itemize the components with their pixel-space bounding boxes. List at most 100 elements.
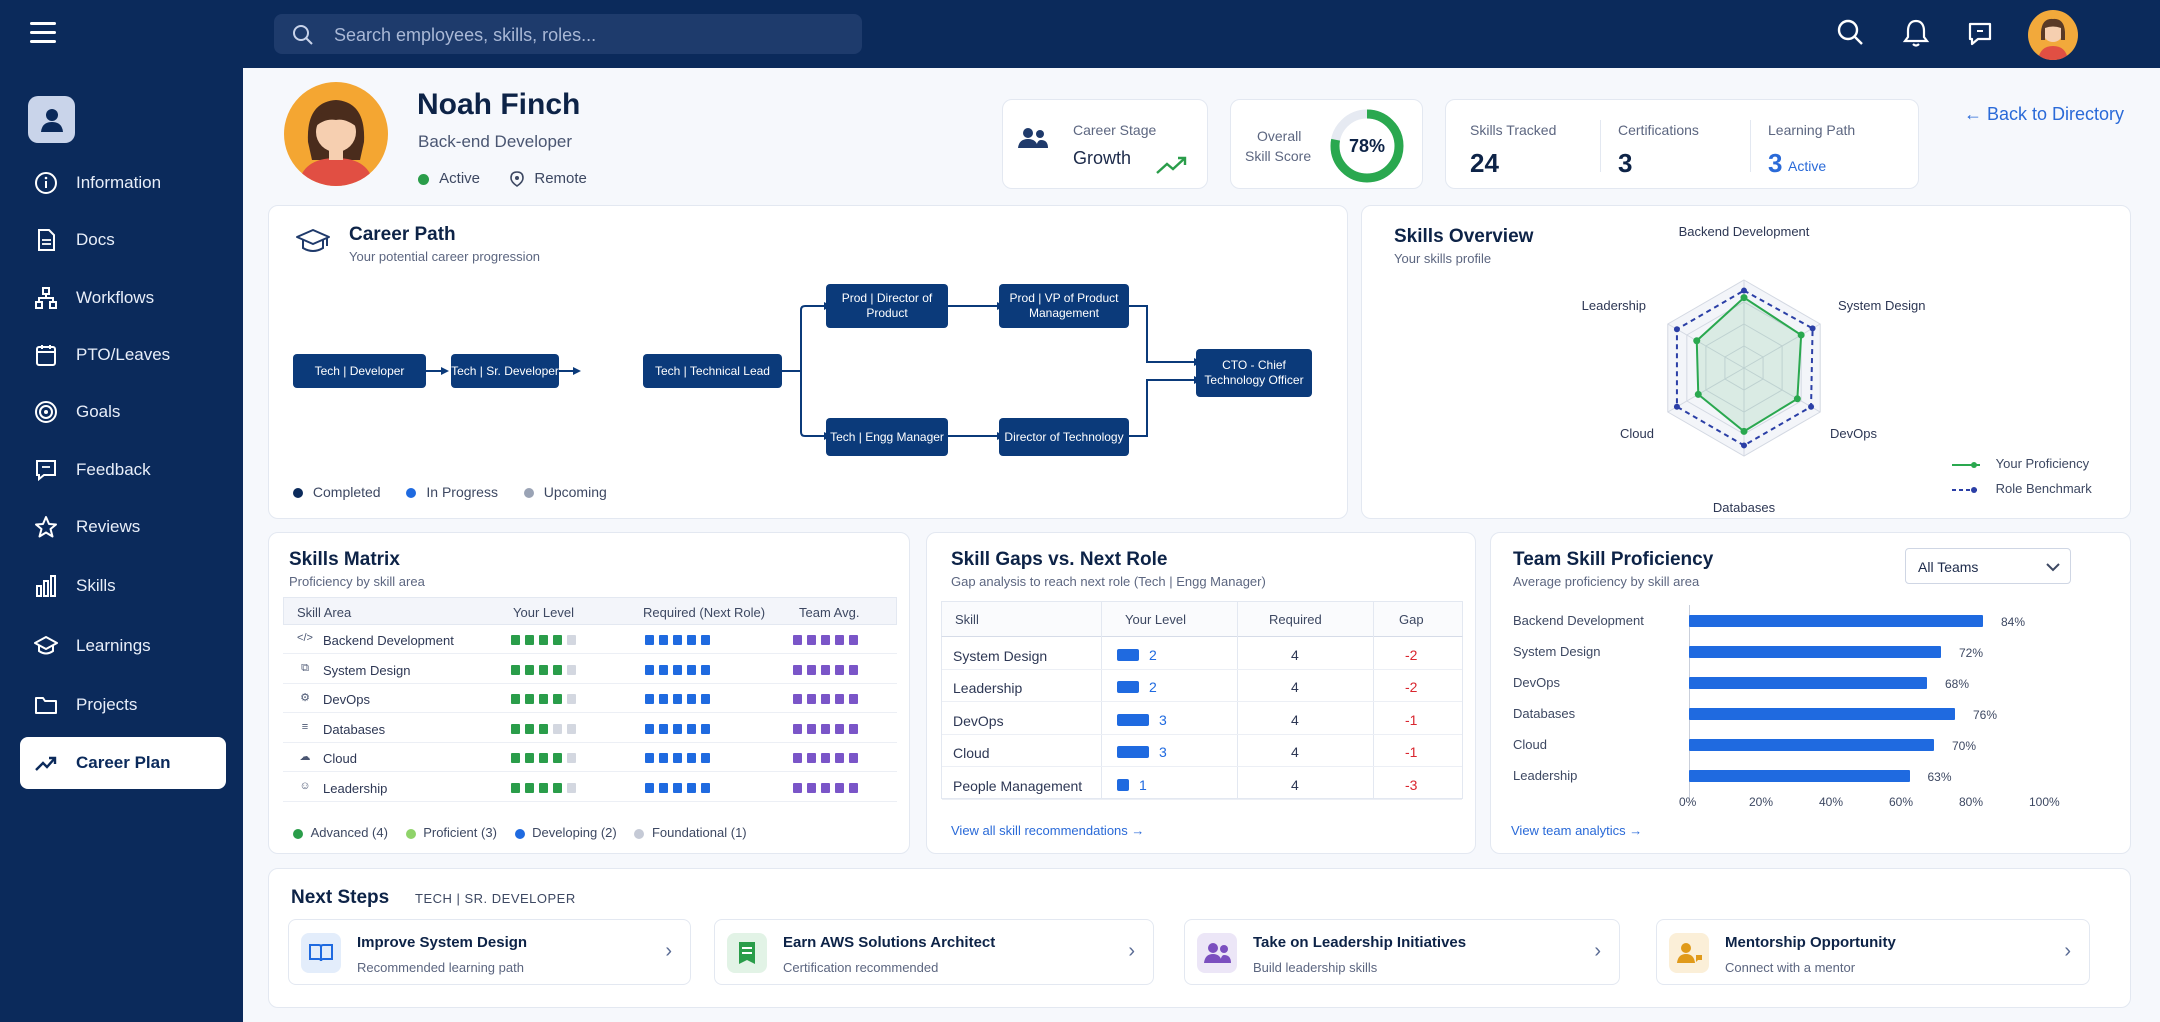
team-filter-select[interactable]: All Teams [1905,548,2071,584]
gap-value: -1 [1405,744,1418,761]
career-stage-label: Career Stage [1073,122,1157,138]
level-square [525,694,534,704]
gap-value: -2 [1405,679,1418,696]
level-square [821,782,830,793]
next-step-mentorship[interactable]: Mentorship Opportunity Connect with a me… [1656,919,2090,985]
certifications-label: Certifications [1618,122,1699,138]
team-proficiency-card: Team Skill Proficiency Average proficien… [1490,532,2131,854]
level-square [645,694,654,704]
radar-point-benchmark [1741,442,1747,449]
certificate-icon [727,933,767,973]
career-stage-card: Career Stage Growth [1002,99,1208,189]
level-square [821,635,830,645]
career-node-developer[interactable]: Tech | Developer [293,354,426,388]
sidebar-item-information[interactable]: Information [20,157,226,209]
next-step-earn-aws[interactable]: Earn AWS Solutions Architect Certificati… [714,919,1154,985]
level-square [849,723,858,734]
level-square [645,753,654,763]
radar-axis-label: Cloud [1620,426,1654,441]
level-square [659,753,668,763]
radar-axis-label: DevOps [1830,426,1877,441]
people-icon: ☺ [299,779,311,792]
bell-icon[interactable] [1902,18,1930,48]
back-to-directory-link[interactable]: ← Back to Directory [1964,104,2125,124]
sidebar-item-feedback[interactable]: Feedback [20,444,226,496]
skill-score-label: Skill Score [1245,148,1312,164]
search-input[interactable]: Search employees, skills, roles... [274,14,862,54]
view-skill-recommendations-link[interactable]: View all skill recommendations → [951,823,1145,838]
message-icon[interactable] [1966,20,1994,48]
level-square [835,723,844,734]
level-square [539,635,548,645]
hamburger-menu-icon[interactable] [30,22,56,46]
level-square [807,753,816,763]
level-square [511,782,520,793]
level-square [687,635,696,645]
level-square [511,664,520,675]
next-step-subtitle: Build leadership skills [1253,960,1378,975]
bar-category-label: Cloud [1513,737,1547,752]
skills-tracked-label: Skills Tracked [1470,122,1557,138]
legend-completed: Completed [312,484,381,500]
career-node-technical-lead[interactable]: Tech | Technical Lead [643,354,782,388]
team-proficiency-subtitle: Average proficiency by skill area [1513,574,1700,589]
proficiency-bar [1689,739,1934,751]
status-text: Active [439,170,481,187]
sidebar-item-skills[interactable]: Skills [20,560,226,612]
table-row [283,773,897,802]
sidebar-item-workflows[interactable]: Workflows [20,272,226,324]
level-square [793,782,802,793]
sidebar-item-reviews[interactable]: Reviews [20,501,226,553]
level-square [673,723,682,734]
level-square [659,782,668,793]
user-profile-icon[interactable] [28,96,75,143]
career-node-cto[interactable]: CTO - Chief Technology Officer [1196,349,1312,397]
legend-advanced: Advanced (4) [310,825,388,840]
career-node-director-product[interactable]: Prod | Director of Product [826,284,948,328]
level-square [553,753,562,763]
view-team-analytics-link[interactable]: View team analytics → [1511,823,1643,838]
level-square [659,635,668,645]
gap-skill-name: People Management [953,777,1083,794]
x-tick-label: 0% [1679,795,1697,809]
sidebar-item-docs[interactable]: Docs [20,214,226,266]
document-icon [38,229,55,251]
level-square [793,723,802,734]
skills-tracked-value: 24 [1470,148,1499,178]
star-icon [35,516,57,538]
career-node-vp-product[interactable]: Prod | VP of Product Management [999,284,1129,328]
sidebar-item-label: Docs [76,230,115,249]
sidebar-item-projects[interactable]: Projects [20,679,226,731]
skills-matrix-subtitle: Proficiency by skill area [289,574,425,589]
skill-area-name: DevOps [323,692,370,707]
career-node-sr-developer[interactable]: Tech | Sr. Developer [451,354,559,388]
radar-point-proficiency [1793,395,1801,403]
level-square [645,635,654,645]
level-square [511,635,520,645]
next-step-leadership[interactable]: Take on Leadership Initiatives Build lea… [1184,919,1620,985]
career-node-engg-manager[interactable]: Tech | Engg Manager [826,418,948,456]
level-square [659,694,668,704]
axis-line [1689,605,1690,801]
sidebar-item-label: Career Plan [76,753,171,772]
gap-skill-name: DevOps [953,712,1004,729]
next-step-improve-system-design[interactable]: Improve System Design Recommended learni… [288,919,691,985]
skills-overview-subtitle: Your skills profile [1394,251,1492,266]
proficiency-bar [1689,708,1955,720]
level-square [821,723,830,734]
sidebar-item-learnings[interactable]: Learnings [20,620,226,672]
skills-matrix-card: Skills Matrix Proficiency by skill area … [268,532,910,854]
sidebar-item-goals[interactable]: Goals [20,386,226,438]
status-dot [418,173,429,185]
sidebar-item-pto-leaves[interactable]: PTO/Leaves [20,329,226,381]
radar-point-proficiency [1694,390,1702,398]
legend-your-proficiency: Your Proficiency [1995,456,2090,471]
level-square [511,753,520,763]
search-icon[interactable] [1836,18,1864,46]
user-avatar[interactable] [2028,10,2078,60]
next-step-title: Mentorship Opportunity [1725,934,1896,951]
sidebar-item-career-plan[interactable]: Career Plan [20,737,226,789]
skill-area-name: Leadership [323,780,388,796]
career-node-director-technology[interactable]: Director of Technology [999,418,1129,456]
next-step-title: Take on Leadership Initiatives [1253,934,1467,951]
